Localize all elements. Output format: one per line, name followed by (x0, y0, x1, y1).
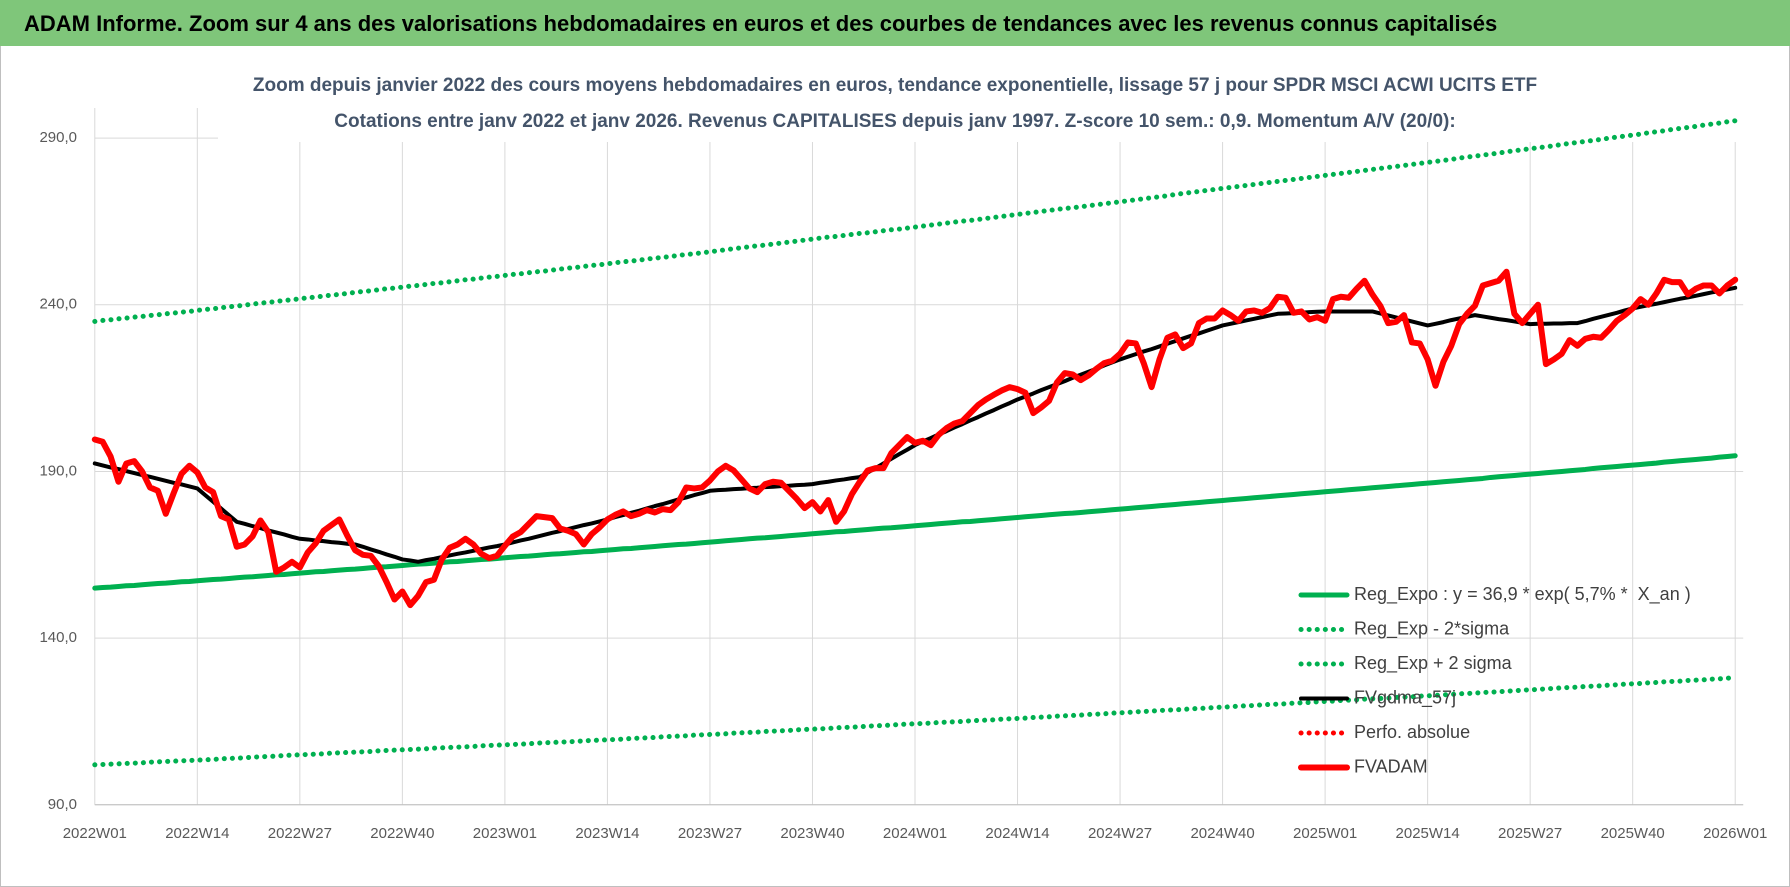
x-tick-label: 2025W27 (1498, 825, 1562, 842)
y-tick-label: 140,0 (39, 629, 77, 646)
x-tick-label: 2024W01 (883, 825, 947, 842)
header-title: ADAM Informe. Zoom sur 4 ans des valoris… (24, 11, 1497, 36)
header-band (0, 0, 1790, 46)
x-tick-label: 2023W40 (780, 825, 844, 842)
series-line (92, 675, 1738, 768)
legend-label: FVADAM (1354, 756, 1428, 776)
x-tick-label: 2026W01 (1703, 825, 1767, 842)
y-tick-label: 90,0 (48, 796, 77, 813)
x-tick-label: 2024W27 (1088, 825, 1152, 842)
x-tick-label: 2023W01 (473, 825, 537, 842)
title-box (218, 66, 1745, 142)
x-tick-label: 2023W14 (575, 825, 639, 842)
chart-title: Zoom depuis janvier 2022 des cours moyen… (253, 75, 1537, 96)
x-tick-label: 2025W14 (1396, 825, 1460, 842)
legend: Reg_Expo : y = 36,9 * exp( 5,7% * X_an )… (1298, 584, 1691, 776)
series-line (92, 453, 1738, 591)
x-tick-label: 2022W40 (370, 825, 434, 842)
x-tick-label: 2022W01 (63, 825, 127, 842)
x-tick-label: 2022W14 (165, 825, 229, 842)
y-tick-label: 240,0 (39, 296, 77, 313)
chart-subtitle: Cotations entre janv 2022 et janv 2026. … (334, 111, 1455, 132)
grid: 90,0 140,0 190,0 240,0 290,0 2022W01 2022W14 20… (39, 108, 1767, 842)
x-tick-label: 2024W14 (985, 825, 1049, 842)
legend-label: Reg_Exp + 2 sigma (1354, 653, 1513, 674)
legend-label: FVgdma_57j (1354, 687, 1456, 708)
y-tick-label: 190,0 (39, 462, 77, 479)
x-tick-label: 2024W40 (1190, 825, 1254, 842)
legend-label: Reg_Expo : y = 36,9 * exp( 5,7% * X_an ) (1354, 584, 1691, 605)
x-tick-label: 2025W01 (1293, 825, 1357, 842)
y-tick-label: 290,0 (39, 129, 77, 146)
series-line (91, 268, 1739, 609)
legend-label: Reg_Exp - 2*sigma (1354, 618, 1510, 639)
series-line (92, 118, 1738, 324)
legend-label: Perfo. absolue (1354, 722, 1470, 742)
series (91, 118, 1739, 768)
x-tick-label: 2025W40 (1601, 825, 1665, 842)
x-tick-label: 2022W27 (268, 825, 332, 842)
x-tick-label: 2023W27 (678, 825, 742, 842)
